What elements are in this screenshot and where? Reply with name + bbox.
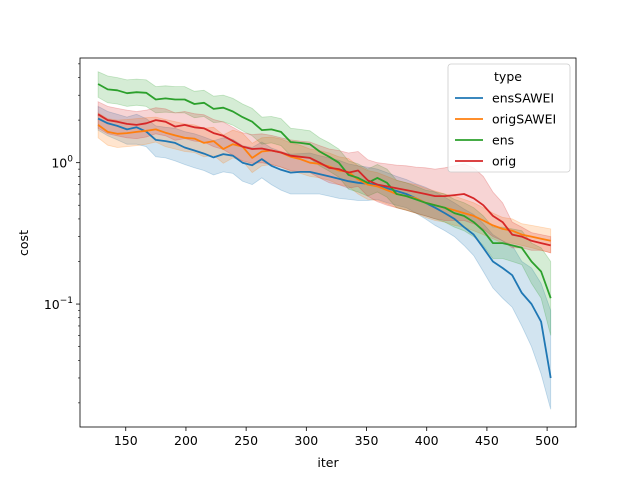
line-ens: [97, 83, 552, 299]
legend-label-ens: ens: [492, 133, 514, 148]
x-tick-label: 350: [355, 433, 379, 448]
y-axis-ticks: 10−1 100: [44, 63, 80, 404]
legend-label-origSAWEI: origSAWEI: [492, 112, 556, 127]
series-lines: [97, 83, 552, 379]
x-tick-label: 400: [415, 433, 439, 448]
x-tick-label: 200: [174, 433, 198, 448]
x-tick-label: 450: [475, 433, 499, 448]
legend-title: type: [494, 69, 522, 84]
legend-label-orig: orig: [492, 154, 516, 169]
line-ensSAWEI: [97, 117, 552, 379]
x-tick-label: 250: [234, 433, 258, 448]
legend-box: [447, 63, 571, 173]
plot-frame: [79, 57, 577, 428]
x-axis-ticks: 150 200 250 300 350 400 450 500: [114, 427, 559, 448]
legend: type ensSAWEI origSAWEI ens orig: [447, 63, 571, 173]
x-tick-label: 150: [114, 433, 138, 448]
y-tick-label: 10−1: [44, 296, 73, 312]
confidence-bands: [97, 71, 552, 410]
x-axis-label: iter: [317, 455, 339, 470]
band-ensSAWEI: [97, 105, 552, 410]
y-tick-label: 100: [51, 155, 73, 171]
x-tick-label: 300: [294, 433, 318, 448]
legend-label-ensSAWEI: ensSAWEI: [492, 91, 554, 106]
band-ens: [97, 71, 552, 336]
x-tick-label: 500: [535, 433, 559, 448]
band-origSAWEI: [97, 112, 552, 254]
y-axis-label: cost: [16, 230, 31, 256]
band-orig: [97, 101, 552, 254]
line-orig: [97, 113, 551, 247]
